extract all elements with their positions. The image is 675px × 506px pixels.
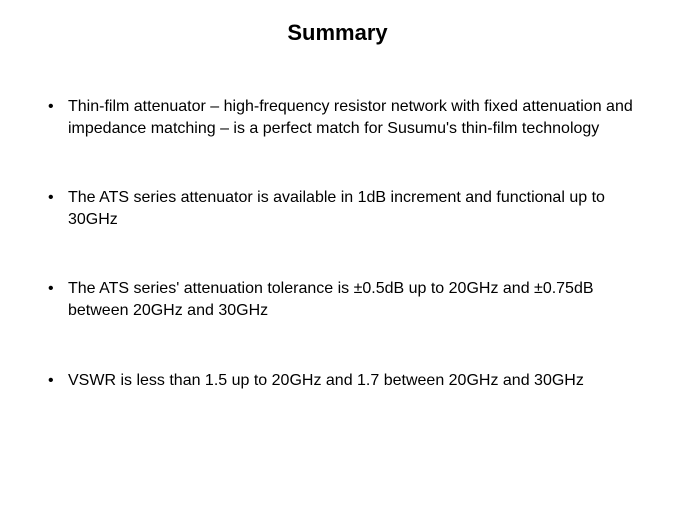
page-title: Summary [40, 20, 635, 46]
list-item: The ATS series' attenuation tolerance is… [40, 278, 635, 321]
list-item: The ATS series attenuator is available i… [40, 187, 635, 230]
list-item: Thin-film attenuator – high-frequency re… [40, 96, 635, 139]
list-item: VSWR is less than 1.5 up to 20GHz and 1.… [40, 370, 635, 392]
summary-list: Thin-film attenuator – high-frequency re… [40, 96, 635, 391]
